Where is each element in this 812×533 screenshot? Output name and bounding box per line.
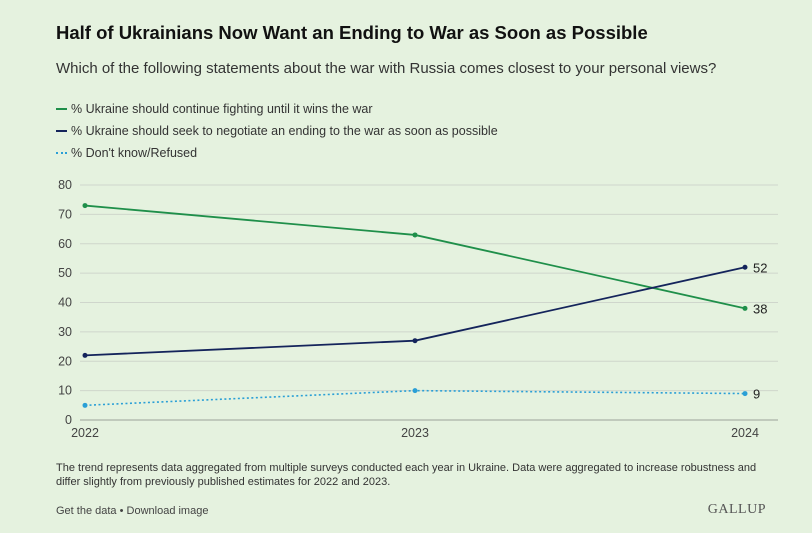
x-tick-label: 2023 (401, 426, 429, 440)
y-tick-label: 20 (58, 354, 72, 368)
data-point (742, 264, 748, 270)
data-point (742, 305, 748, 311)
legend-label: % Don't know/Refused (71, 146, 198, 160)
chart-links: Get the data • Download image (56, 505, 208, 517)
footnote: The trend represents data aggregated fro… (56, 462, 757, 488)
end-value-label: 52 (753, 260, 767, 275)
legend-item-continue-fighting: % Ukraine should continue fighting until… (56, 98, 498, 120)
legend-label: % Ukraine should seek to negotiate an en… (71, 124, 498, 138)
legend: % Ukraine should continue fighting until… (56, 98, 498, 164)
legend-item-negotiate: % Ukraine should seek to negotiate an en… (56, 120, 498, 142)
get-data-link[interactable]: Get the data (56, 505, 117, 517)
y-tick-label: 40 (58, 296, 72, 310)
y-tick-label: 80 (58, 178, 72, 192)
series-line-0 (84, 204, 746, 310)
x-tick-label: 2024 (731, 426, 759, 440)
y-tick-label: 10 (58, 384, 72, 398)
legend-swatch-dotted-line (56, 152, 67, 154)
end-value-label: 38 (753, 301, 767, 316)
data-point (412, 232, 418, 238)
legend-swatch-green-line (56, 108, 67, 110)
legend-swatch-navy-line (56, 130, 67, 132)
data-point (82, 203, 88, 209)
y-tick-label: 30 (58, 325, 72, 339)
gallup-logo: GALLUP (707, 502, 766, 517)
data-point (412, 388, 418, 394)
data-point (82, 352, 88, 358)
link-separator: • (116, 505, 127, 517)
y-tick-label: 0 (65, 413, 72, 427)
y-tick-label: 50 (58, 266, 72, 280)
download-image-link[interactable]: Download image (126, 505, 209, 517)
y-tick-label: 70 (58, 207, 72, 221)
data-point (412, 338, 418, 344)
chart-subtitle: Which of the following statements about … (56, 60, 717, 77)
data-point (82, 402, 88, 408)
data-point (742, 391, 748, 397)
legend-item-dont-know: % Don't know/Refused (56, 142, 498, 164)
x-tick-label: 2022 (71, 426, 99, 440)
chart-title: Half of Ukrainians Now Want an Ending to… (56, 22, 648, 43)
end-value-label: 9 (753, 387, 760, 402)
y-tick-label: 60 (58, 237, 72, 251)
legend-label: % Ukraine should continue fighting until… (71, 102, 373, 116)
